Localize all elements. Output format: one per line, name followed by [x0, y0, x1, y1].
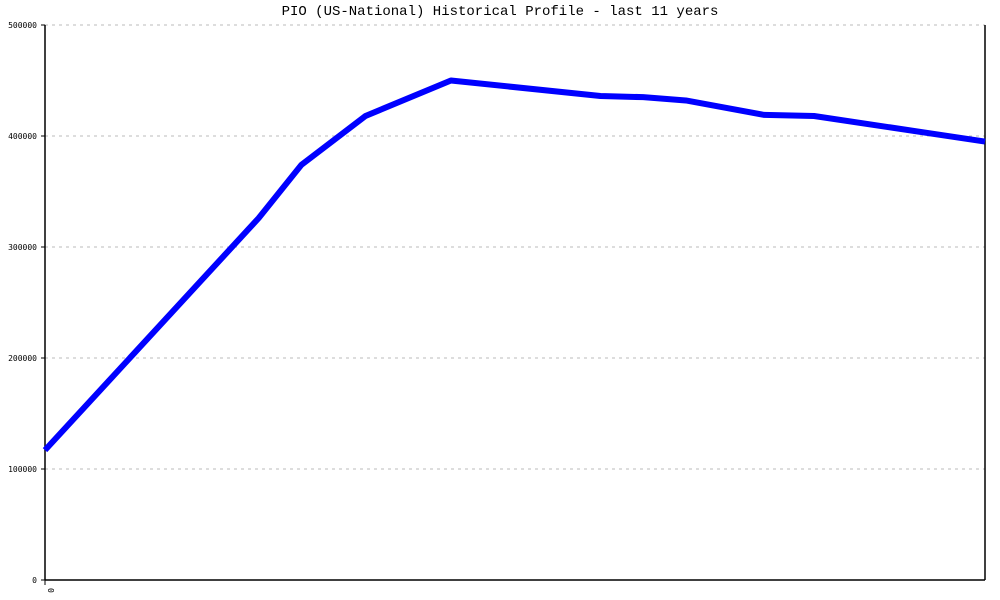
x-tick-label: 0 [46, 588, 55, 593]
y-tick-label: 400000 [8, 132, 37, 141]
y-tick-label: 300000 [8, 243, 37, 252]
y-tick-label: 100000 [8, 465, 37, 474]
y-tick-label: 200000 [8, 354, 37, 363]
chart-title: PIO (US-National) Historical Profile - l… [281, 4, 719, 20]
y-tick-label: 500000 [8, 21, 37, 30]
y-tick-label: 0 [32, 576, 37, 585]
